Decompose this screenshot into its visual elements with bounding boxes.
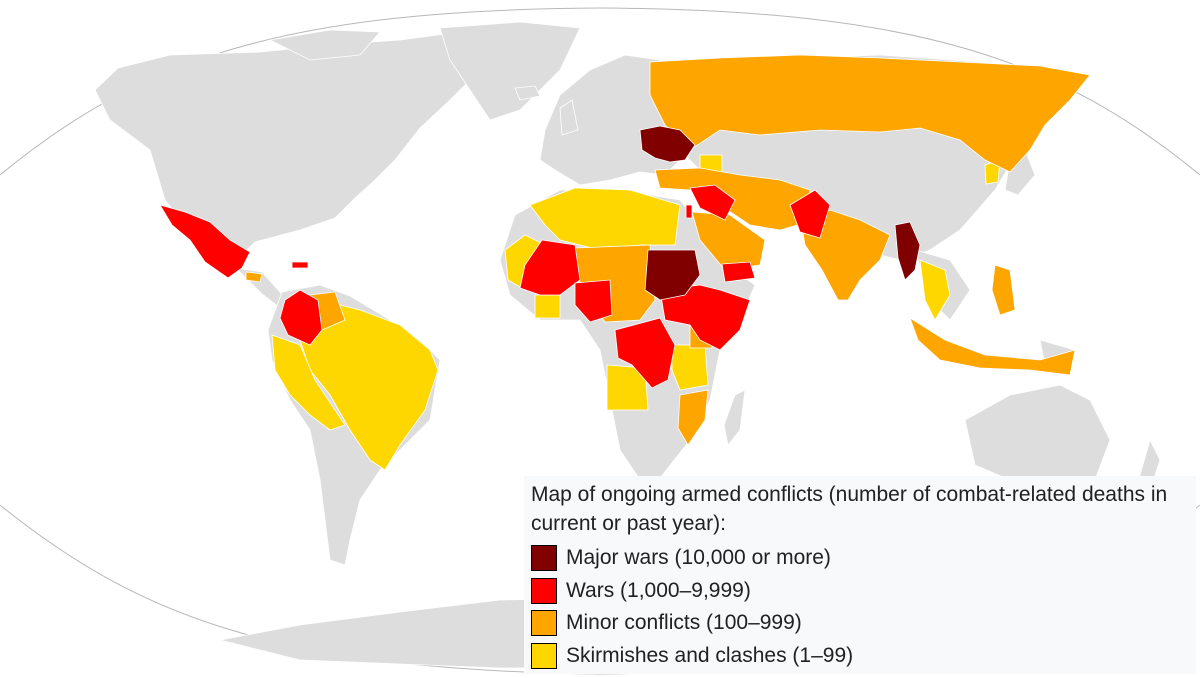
map-legend: Map of ongoing armed conflicts (number o… [524, 476, 1196, 674]
australia [964, 384, 1111, 496]
major-war-regions [639, 125, 921, 301]
pakistan-region [789, 189, 831, 239]
legend-swatch [531, 642, 557, 669]
iceland [514, 85, 541, 101]
legend-title: Map of ongoing armed conflicts (number o… [531, 483, 1168, 535]
greenland [439, 21, 581, 121]
brazil-region [299, 299, 439, 471]
ethiopia-somalia-region [659, 284, 751, 351]
tanzania-region [671, 344, 709, 391]
west-africa-region [519, 239, 581, 296]
war-regions [159, 184, 831, 389]
north-africa-region [529, 187, 681, 251]
colombia-region [279, 289, 323, 346]
uk [559, 99, 579, 136]
drc-region [614, 317, 676, 389]
legend-item-wars: Wars (1,000–9,999) [531, 575, 1189, 608]
indonesia-region [909, 317, 1076, 376]
legend-item-major-wars: Major wars (10,000 or more) [531, 542, 1189, 575]
syria-iraq-region [689, 184, 736, 221]
legend-label: Major wars (10,000 or more) [566, 546, 831, 570]
mexico-region [159, 204, 251, 279]
haiti-region [291, 261, 309, 269]
peru-ecuador-bolivia-region [271, 334, 346, 431]
madagascar [723, 389, 746, 446]
north-america [94, 31, 501, 266]
legend-swatch [531, 577, 557, 604]
canadian-arctic [268, 29, 381, 61]
yemen-region [721, 261, 756, 283]
legend-swatch [531, 610, 557, 637]
legend-label: Minor conflicts (100–999) [566, 611, 802, 635]
russia-region [649, 54, 1091, 173]
legend-label: Wars (1,000–9,999) [566, 578, 751, 602]
legend-swatch [531, 545, 557, 572]
philippines-region [991, 264, 1016, 316]
angola-region [606, 364, 649, 411]
ukraine-region [639, 125, 696, 163]
saudi-arabia-region [691, 211, 766, 271]
west-africa-small-region [534, 294, 561, 319]
thailand-region [919, 259, 951, 321]
legend-item-minor-conflicts: Minor conflicts (100–999) [531, 607, 1189, 640]
sudan-region [644, 249, 701, 301]
mozambique-region [677, 389, 709, 446]
myanmar-region [894, 221, 921, 281]
legend-item-skirmishes: Skirmishes and clashes (1–99) [531, 640, 1189, 673]
legend-label: Skirmishes and clashes (1–99) [566, 643, 854, 667]
israel-region [685, 204, 693, 219]
india-region [799, 209, 891, 301]
skirmish-regions [271, 154, 1001, 471]
honduras-region [245, 271, 263, 283]
nigeria-region [574, 279, 613, 323]
